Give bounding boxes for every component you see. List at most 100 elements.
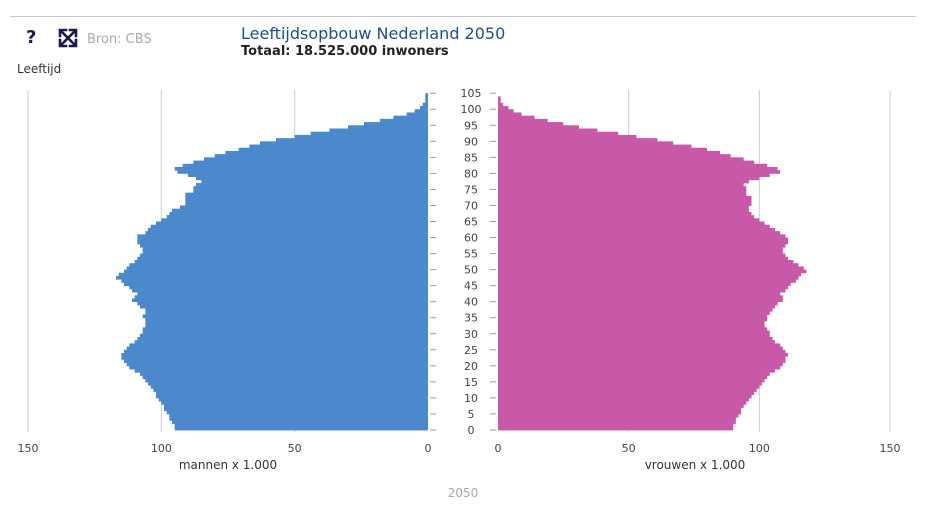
bar-men-age-46	[121, 279, 428, 283]
bar-men-age-87	[238, 147, 428, 152]
bar-women-age-46	[498, 279, 796, 283]
bar-men-age-3	[169, 417, 429, 421]
bar-men-age-34	[145, 317, 429, 322]
age-tick-label: 35	[464, 312, 478, 325]
bar-women-age-94	[498, 125, 580, 129]
bar-women-age-93	[498, 128, 598, 133]
age-tick-label: 0	[468, 424, 475, 437]
bar-men-age-7	[164, 404, 428, 408]
bar-women-age-68	[498, 208, 749, 213]
bar-men-age-24	[124, 349, 428, 354]
women-x-tick-label: 150	[880, 442, 901, 455]
bar-men-age-49	[124, 269, 428, 274]
bar-men-age-68	[172, 208, 428, 213]
bar-men-age-38	[140, 304, 428, 309]
bar-women-age-41	[498, 295, 783, 299]
bar-women-age-10	[498, 394, 752, 399]
bar-men-age-33	[145, 320, 429, 325]
bar-men-age-21	[124, 359, 428, 364]
bar-women-age-34	[498, 317, 768, 322]
bar-women-age-100	[498, 106, 509, 110]
bar-men-age-5	[166, 410, 428, 415]
bar-men-age-1	[174, 423, 428, 428]
bar-men-age-14	[148, 381, 428, 386]
bar-women-age-47	[498, 276, 799, 280]
bar-women-age-74	[498, 189, 747, 194]
bar-women-age-84	[498, 157, 744, 161]
bar-women-age-8	[498, 401, 747, 405]
bar-men-age-26	[129, 343, 429, 348]
bar-women-age-96	[498, 118, 548, 123]
bar-women-age-31	[498, 327, 768, 331]
bar-women-age-51	[498, 263, 799, 267]
bar-men-age-85	[214, 154, 428, 158]
bar-women-age-16	[498, 375, 768, 380]
bar-men-age-82	[182, 163, 428, 168]
bar-women-age-14	[498, 381, 762, 386]
bar-men-age-78	[196, 176, 428, 181]
bar-men-age-60	[137, 234, 429, 238]
y-axis-label: Leeftijd	[17, 62, 62, 76]
bar-women-age-98	[498, 112, 522, 117]
bar-men-age-53	[137, 256, 429, 261]
bar-men-age-19	[129, 365, 429, 370]
bar-men-age-83	[193, 160, 428, 165]
bar-men-age-79	[188, 173, 428, 178]
bar-men-age-15	[145, 378, 429, 383]
bar-women-age-91	[498, 134, 637, 139]
bar-women-age-54	[498, 253, 786, 258]
bar-women-age-83	[498, 160, 755, 165]
bar-men-age-41	[134, 295, 428, 299]
bar-women-age-29	[498, 333, 770, 338]
bar-men-age-84	[204, 157, 428, 161]
bar-men-age-9	[158, 397, 428, 402]
age-tick-label: 60	[464, 232, 478, 245]
bar-men-age-44	[129, 285, 429, 290]
bar-men-age-0	[174, 426, 428, 431]
age-tick-label: 80	[464, 167, 478, 180]
bar-women-age-81	[498, 166, 778, 171]
bar-men-age-40	[132, 298, 428, 303]
bar-women-age-77	[498, 179, 749, 184]
bar-women-age-25	[498, 346, 783, 351]
bar-men-age-27	[134, 340, 428, 344]
bar-women-age-40	[498, 298, 783, 303]
bar-men-age-67	[169, 211, 429, 216]
bar-women-age-64	[498, 221, 765, 226]
bar-women-age-9	[498, 397, 749, 402]
bar-women-age-101	[498, 102, 504, 107]
year-label: 2050	[447, 486, 479, 500]
bar-women-age-88	[498, 144, 692, 149]
age-tick-label: 90	[464, 135, 478, 148]
bar-women-age-37	[498, 308, 773, 312]
help-icon[interactable]: ?	[26, 27, 37, 48]
men-x-tick-label: 0	[425, 442, 432, 455]
bar-women-age-82	[498, 163, 768, 168]
bar-women-age-33	[498, 320, 765, 325]
men-x-tick-label: 100	[151, 442, 172, 455]
bar-women-age-73	[498, 192, 747, 197]
bar-men-age-43	[132, 288, 428, 293]
bar-men-age-12	[153, 388, 429, 392]
fullscreen-expand-icon[interactable]	[58, 28, 78, 48]
bar-men-age-16	[142, 375, 428, 380]
bar-women-age-60	[498, 234, 786, 238]
men-x-tick-label: 50	[288, 442, 302, 455]
age-tick-label: 30	[464, 328, 478, 341]
age-tick-label: 45	[464, 280, 478, 293]
bar-women-age-97	[498, 115, 535, 120]
bar-women-age-50	[498, 266, 804, 271]
bar-men-age-52	[134, 260, 428, 264]
bar-men-age-62	[148, 227, 428, 232]
bar-women-age-70	[498, 202, 752, 206]
age-tick-label: 95	[464, 119, 478, 132]
bar-women-age-71	[498, 199, 752, 203]
bar-men-age-99	[414, 109, 428, 113]
bar-women-age-20	[498, 362, 783, 367]
bar-women-age-49	[498, 269, 807, 274]
bar-women-age-55	[498, 250, 783, 254]
bar-men-age-56	[142, 247, 428, 251]
bar-women-age-17	[498, 372, 770, 376]
bar-women-age-4	[498, 413, 739, 418]
bar-men-age-103	[425, 96, 428, 101]
